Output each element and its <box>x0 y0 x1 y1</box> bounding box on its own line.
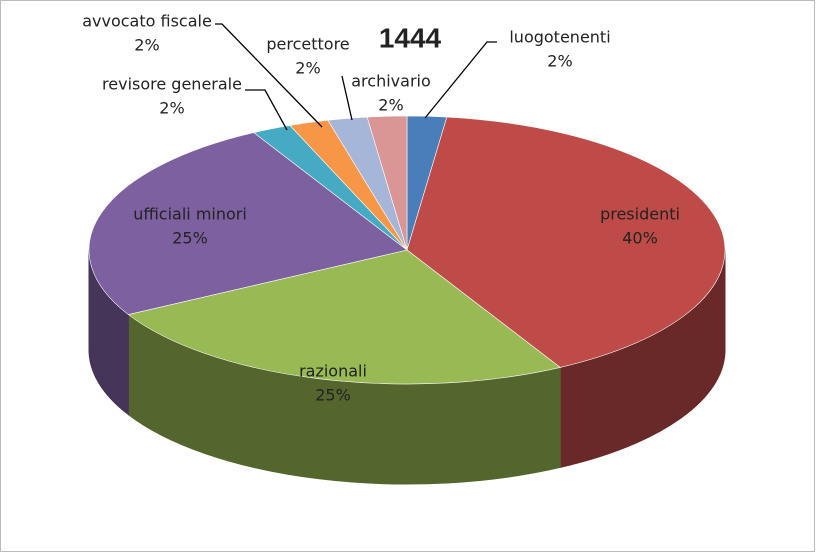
slice <box>366 115 408 251</box>
leader-line <box>424 41 497 119</box>
slice-value-label: 2% <box>134 36 159 55</box>
slice <box>88 132 408 315</box>
slice-value-label: 2% <box>159 99 184 118</box>
slice-label: razionali <box>299 362 367 381</box>
slice-label: percettore <box>266 35 349 54</box>
slice-label: avvocato fiscale <box>82 12 212 31</box>
slice-value-label: 2% <box>378 96 403 115</box>
leader-line <box>245 89 288 131</box>
chart-title: 1444 <box>379 22 442 53</box>
leader-line <box>215 23 323 128</box>
slice <box>127 249 561 385</box>
slice-label: luogotenenti <box>509 28 610 47</box>
slice-value-label: 2% <box>547 52 572 71</box>
slice-value-label: 25% <box>172 229 208 248</box>
slice-value-label: 25% <box>315 386 351 405</box>
slice-value-label: 40% <box>622 229 658 248</box>
slice-label: revisore generale <box>102 75 242 94</box>
slice-label: presidenti <box>600 205 680 224</box>
slice-label: archivario <box>351 72 431 91</box>
leader-line <box>341 75 353 121</box>
slice-value-label: 2% <box>295 59 320 78</box>
slice <box>406 116 726 368</box>
slice-label: ufficiali minori <box>133 205 247 224</box>
